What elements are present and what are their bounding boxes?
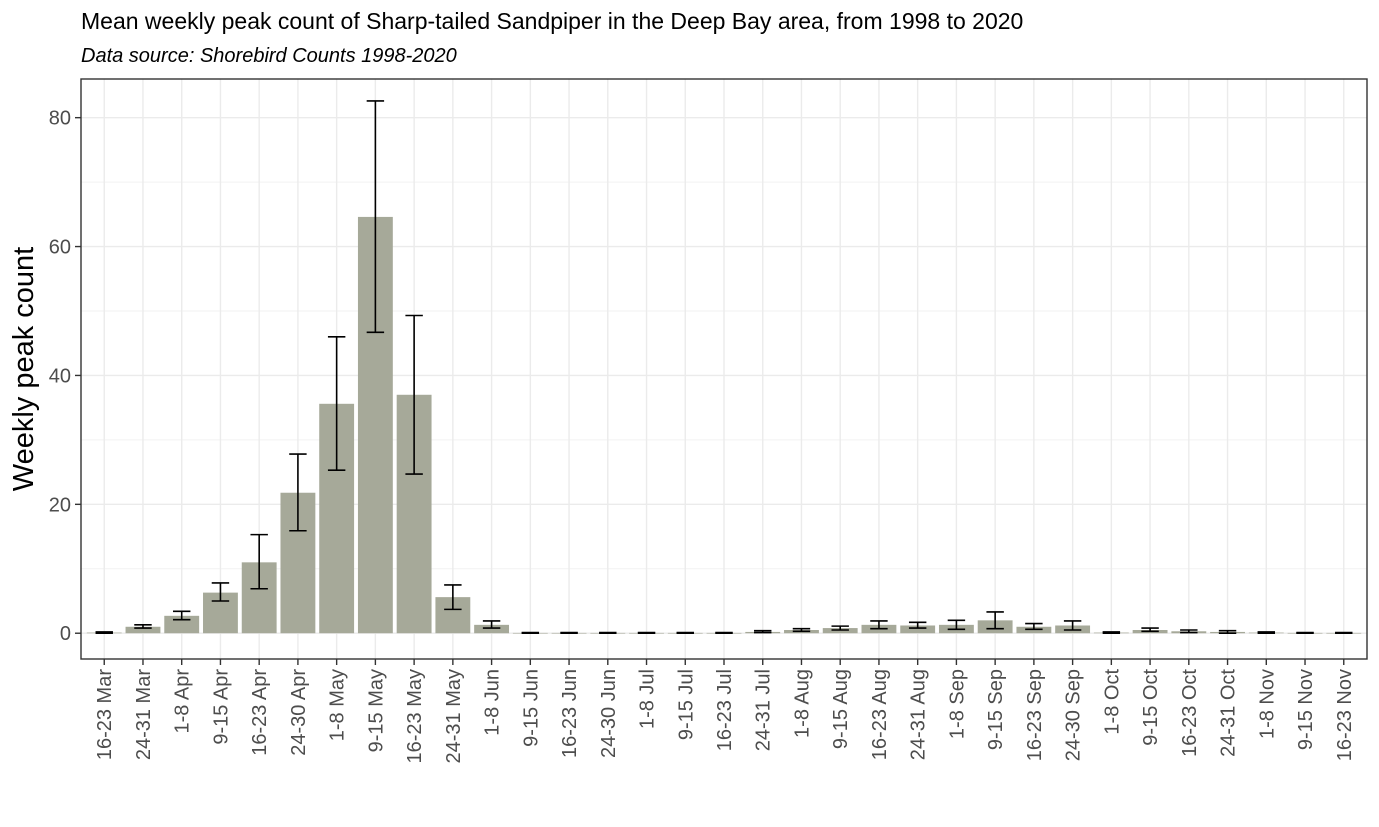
x-tick-label: 1-8 Aug	[791, 669, 813, 738]
x-tick-label: 16-23 Apr	[249, 669, 271, 756]
x-tick-label: 16-23 Sep	[1024, 669, 1046, 761]
bar	[900, 625, 936, 634]
x-tick-label: 9-15 Apr	[210, 669, 232, 745]
x-tick-label: 24-31 Aug	[908, 669, 930, 760]
x-tick-label: 1-8 Jul	[637, 669, 659, 729]
x-tick-label: 9-15 Jul	[675, 669, 697, 740]
x-tick-label: 24-31 May	[443, 669, 465, 764]
x-tick-label: 24-30 Apr	[288, 669, 310, 756]
y-axis-label: Weekly peak count	[8, 247, 40, 492]
plot-area: 0 20 40 60 80 16-23 Mar 24-31 Mar 1-8 Apr 9-15 A…	[49, 78, 1368, 764]
x-tick-label: 1-8 Jun	[482, 669, 504, 736]
x-tick-label: 16-23 Nov	[1334, 669, 1356, 761]
x-tick-label: 9-15 Jun	[520, 669, 542, 747]
x-tick-label: 24-31 Mar	[133, 669, 155, 760]
x-tick-label: 1-8 Oct	[1101, 669, 1123, 735]
y-tick-label: 40	[49, 365, 71, 387]
x-tick-label: 9-15 Sep	[985, 669, 1007, 750]
x-tick-label: 24-31 Jul	[753, 669, 775, 751]
x-tick-label: 16-23 Jun	[559, 669, 581, 758]
x-tick-label: 1-8 Apr	[172, 669, 194, 734]
x-tick-label: 9-15 Nov	[1295, 669, 1317, 750]
y-tick-label: 20	[49, 494, 71, 516]
y-tick-label: 80	[49, 108, 71, 130]
x-tick-label: 24-30 Jun	[598, 669, 620, 758]
x-tick-label: 24-31 Oct	[1218, 669, 1240, 757]
x-tick-label: 24-30 Sep	[1063, 669, 1085, 761]
x-tick-label: 16-23 Oct	[1179, 669, 1201, 757]
y-tick-label: 0	[60, 623, 71, 645]
bar	[474, 624, 510, 634]
chart-title: Mean weekly peak count of Sharp-tailed S…	[81, 8, 1023, 34]
bar	[125, 626, 161, 634]
x-tick-label: 16-23 Mar	[94, 669, 116, 760]
x-tick-label: 9-15 May	[365, 669, 387, 752]
x-tick-label: 1-8 Sep	[946, 669, 968, 739]
x-tick-label: 16-23 May	[404, 669, 426, 764]
x-tick-label: 9-15 Oct	[1140, 669, 1162, 746]
x-tick-label: 16-23 Aug	[869, 669, 891, 760]
chart-subtitle: Data source: Shorebird Counts 1998-2020	[81, 45, 457, 67]
x-tick-label: 16-23 Jul	[714, 669, 736, 751]
y-tick-label: 60	[49, 237, 71, 259]
x-tick-label: 9-15 Aug	[830, 669, 852, 749]
x-tick-label: 1-8 Nov	[1256, 669, 1278, 739]
x-tick-label: 1-8 May	[327, 669, 349, 741]
